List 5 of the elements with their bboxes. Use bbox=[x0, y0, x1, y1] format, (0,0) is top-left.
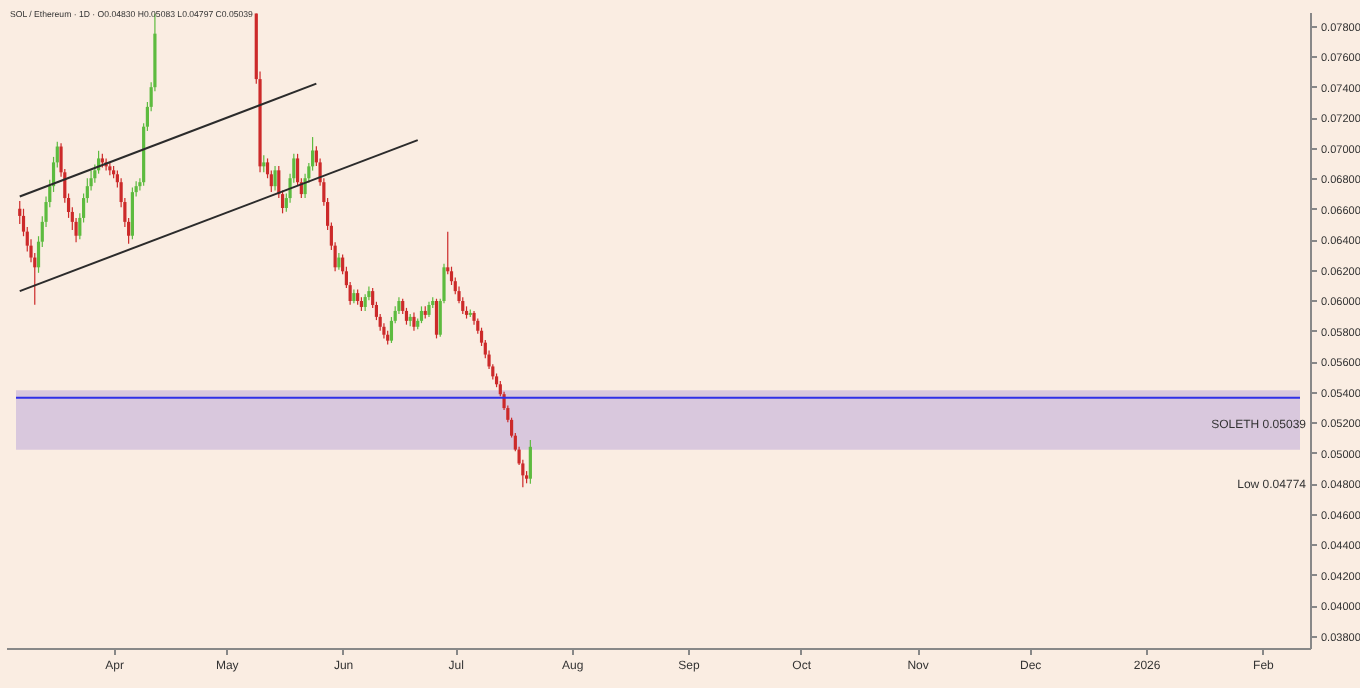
candlestick bbox=[108, 162, 112, 176]
candlestick bbox=[273, 165, 277, 192]
candlestick bbox=[412, 311, 416, 332]
candlestick bbox=[130, 186, 134, 240]
candlestick bbox=[311, 136, 315, 172]
